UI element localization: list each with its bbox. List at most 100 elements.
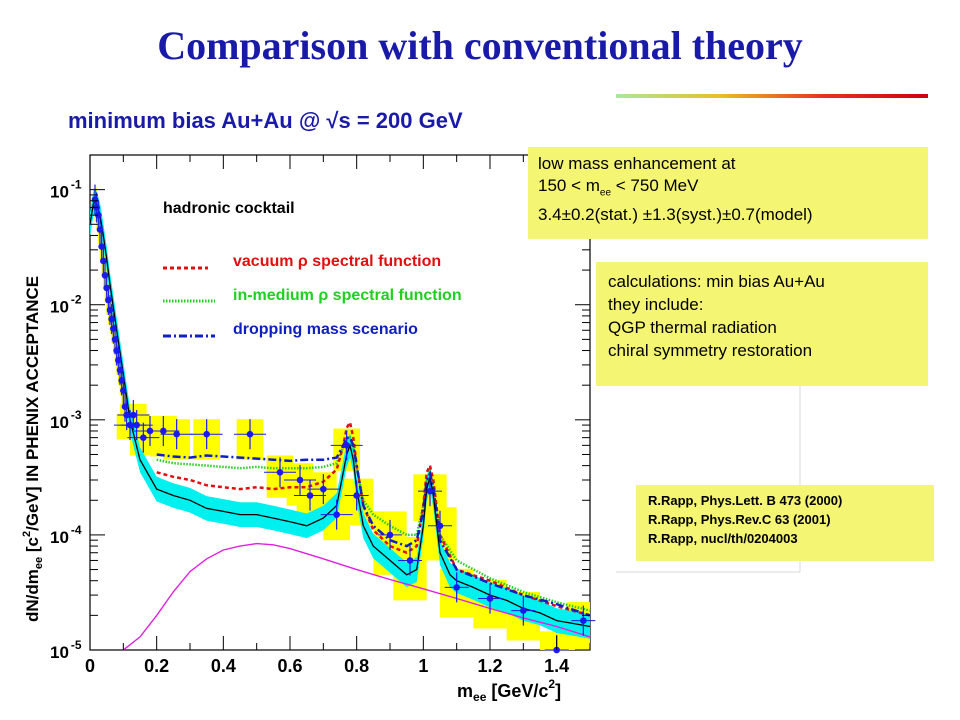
data-point — [306, 492, 314, 499]
x-axis-title-sup: 2 — [548, 677, 555, 691]
y-tick-label-exponent: -4 — [71, 523, 82, 537]
y-tick-label: 10 -3 — [50, 408, 82, 432]
charm-contribution-curve — [122, 542, 591, 651]
reference-2: R.Rapp, Phys.Rev.C 63 (2001) — [648, 512, 831, 527]
data-point — [246, 430, 254, 438]
title-underline-decoration — [616, 94, 928, 98]
data-point — [108, 315, 115, 323]
data-point — [320, 485, 327, 493]
data-point — [386, 531, 394, 539]
x-axis-title-sub: ee — [473, 690, 487, 704]
calculations-line-3: QGP thermal radiation — [608, 318, 777, 337]
data-point — [116, 366, 124, 374]
data-point — [101, 272, 109, 279]
data-point — [105, 296, 112, 304]
x-tick-label: 1.4 — [544, 656, 569, 676]
data-point — [343, 442, 350, 449]
enhancement-line-1: low mass enhancement at — [538, 154, 736, 173]
chart-title: minimum bias Au+Au @ √s = 200 GeV — [68, 108, 463, 133]
data-point — [118, 377, 125, 384]
data-point — [353, 492, 360, 499]
legend-vacuum-label: vacuum ρ spectral function — [233, 253, 441, 270]
data-point — [486, 595, 494, 602]
y-axis-title-sup: 2 — [21, 531, 33, 537]
y-axis-title-main: dN/dm — [23, 569, 42, 622]
tick-layer: 0 0.2 0.4 0.6 0.8 1 1.2 1.410-110-210-310-410-5 — [50, 154, 591, 676]
calculations-info-box: calculations: min bias Au+Au they includ… — [596, 262, 928, 386]
enhancement-line-2: 150 < mee < 750 MeV — [538, 175, 928, 204]
x-axis-title-tail: [GeV/c — [486, 681, 548, 701]
x-tick-label: 0 — [85, 656, 95, 676]
enhancement-info-box: low mass enhancement at 150 < mee < 750 … — [528, 147, 928, 239]
y-tick-label-base: 10 — [50, 183, 69, 202]
y-tick-label: 10 -2 — [50, 293, 82, 317]
x-tick-label: 0.8 — [344, 656, 369, 676]
x-tick-label: 0.6 — [277, 656, 302, 676]
data-point-layer — [91, 184, 596, 654]
data-point — [130, 411, 137, 419]
y-tick-label-exponent: -5 — [71, 638, 82, 652]
references-box: R.Rapp, Phys.Lett. B 473 (2000) R.Rapp, … — [636, 485, 934, 561]
x-tick-label: 0.4 — [211, 656, 236, 676]
x-tick-label: 0.2 — [144, 656, 169, 676]
data-point — [113, 347, 120, 354]
slide-title: Comparison with conventional theory — [157, 23, 803, 68]
calculations-line-4: chiral symmetry restoration — [608, 341, 813, 360]
data-point — [406, 557, 414, 564]
data-point — [91, 196, 99, 203]
plot-frame — [89, 154, 591, 651]
data-point — [103, 284, 110, 292]
y-axis-title-sub: ee — [33, 557, 45, 569]
y-axis-title-mid: [c — [23, 537, 42, 557]
data-point — [580, 617, 587, 624]
reference-3: R.Rapp, nucl/th/0204003 — [648, 531, 798, 546]
x-axis-title-main: m — [457, 681, 473, 701]
enhancement-line-2-b: < 750 MeV — [611, 176, 699, 195]
x-tick-label: 1 — [418, 656, 428, 676]
x-axis-title-end: ] — [555, 681, 561, 701]
data-point — [111, 336, 119, 343]
data-point — [120, 387, 127, 394]
data-point — [296, 476, 304, 484]
data-point — [133, 421, 140, 429]
data-point — [520, 607, 527, 614]
y-axis-title-end: /GeV] IN PHENIX ACCEPTANCE — [23, 276, 42, 531]
data-point — [276, 468, 284, 476]
y-tick-label-exponent: -1 — [71, 178, 82, 192]
data-point — [203, 430, 210, 438]
legend-in-medium-label: in-medium ρ spectral function — [233, 287, 462, 304]
y-tick-label-base: 10 — [50, 643, 69, 662]
y-tick-label-base: 10 — [50, 298, 69, 317]
y-tick-label: 10 -5 — [50, 638, 82, 662]
y-axis-title: dN/dmee [c2/GeV] IN PHENIX ACCEPTANCE — [21, 276, 45, 622]
x-axis-title: mee [GeV/c2] — [457, 677, 561, 704]
enhancement-line-3: 3.4±0.2(stat.) ±1.3(syst.)±0.7(model) — [538, 205, 813, 225]
x-tick-label: 1.2 — [477, 656, 502, 676]
y-tick-label-exponent: -3 — [71, 408, 82, 422]
y-tick-label-base: 10 — [50, 413, 69, 432]
data-point — [96, 226, 104, 233]
data-point — [106, 306, 114, 314]
vacuum-rho-curve — [156, 419, 591, 617]
data-point — [100, 257, 107, 265]
data-point — [115, 356, 122, 364]
data-point — [98, 243, 105, 250]
enhancement-line-2-a: 150 < m — [538, 176, 600, 195]
legend-dropping-label: dropping mass scenario — [233, 321, 418, 338]
y-tick-label-exponent: -2 — [71, 293, 82, 307]
reference-1: R.Rapp, Phys.Lett. B 473 (2000) — [648, 493, 843, 508]
data-point — [426, 487, 434, 495]
data-point — [436, 522, 444, 530]
enhancement-line-2-sub: ee — [599, 187, 612, 199]
data-point — [121, 403, 129, 411]
y-tick-label-base: 10 — [50, 528, 69, 547]
y-tick-label: 10 -1 — [50, 178, 82, 202]
legend-cocktail-label: hadronic cocktail — [163, 200, 295, 217]
data-point — [160, 427, 167, 435]
data-point — [140, 434, 147, 441]
y-tick-label: 10 -4 — [50, 523, 82, 547]
dropping-mass-curve — [156, 436, 591, 617]
data-point — [333, 511, 340, 518]
data-point — [453, 584, 460, 591]
